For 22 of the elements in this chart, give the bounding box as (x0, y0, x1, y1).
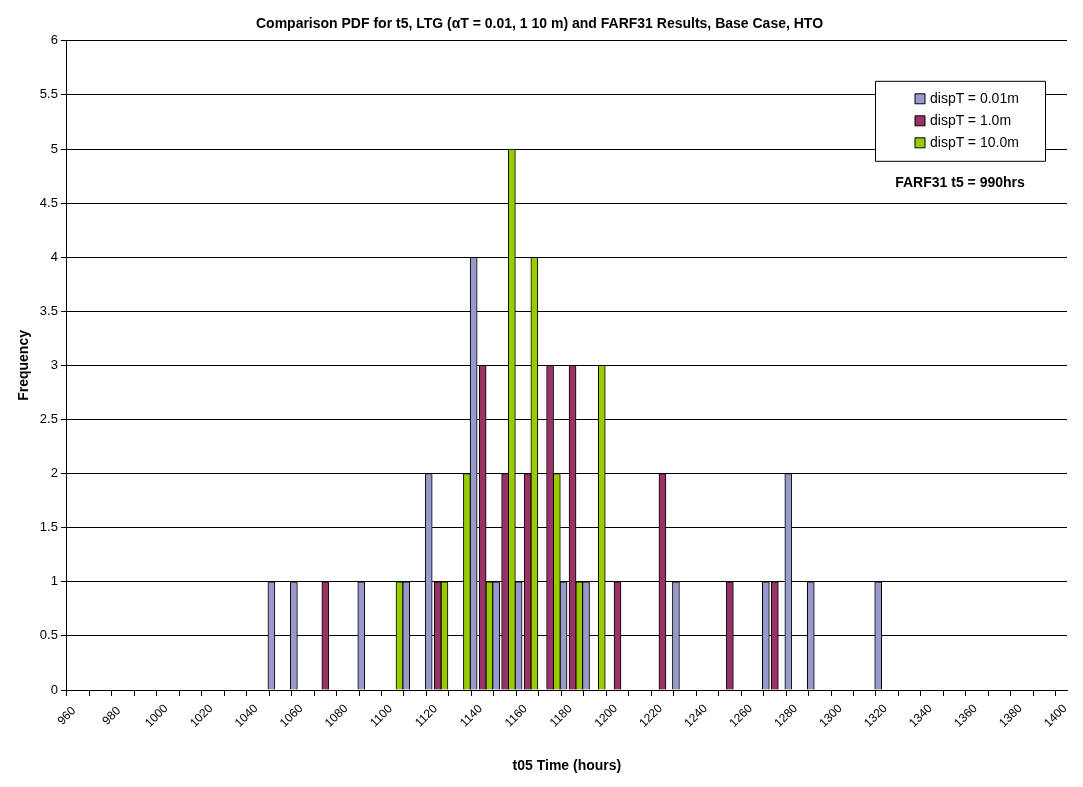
legend-label: dispT = 0.01m (930, 89, 1019, 106)
y-axis-title: Frequency (15, 329, 32, 401)
y-tick-label: 2.5 (39, 411, 58, 427)
y-tick-label: 3 (50, 356, 58, 372)
x-tick-label: 980 (99, 703, 124, 728)
x-tick-label: 960 (54, 703, 79, 728)
annotation: FARF31 t5 = 990hrs (895, 173, 1025, 190)
y-tick-label: 5.5 (39, 86, 58, 102)
legend-label: dispT = 1.0m (930, 111, 1012, 128)
y-tick-label: 4 (50, 248, 58, 264)
y-tick-label: 3.5 (39, 302, 58, 318)
y-tick-label: 6 (50, 32, 58, 48)
y-tick-label: 4.5 (39, 194, 58, 210)
y-tick-label: 5 (50, 140, 58, 156)
y-tick-label: 1.5 (39, 519, 58, 535)
legend-label: dispT = 10.0m (930, 133, 1019, 150)
y-tick-label: 2 (50, 465, 58, 481)
y-tick-label: 0.5 (39, 627, 58, 643)
y-tick-label: 0 (50, 681, 58, 697)
x-axis-title: t05 Time (hours) (512, 757, 622, 774)
chart-title: Comparison PDF for t5, LTG (αT = 0.01, 1 10 m) and FARF31 Results, Base Case, HTO (255, 15, 824, 32)
y-tick-label: 1 (50, 573, 58, 589)
